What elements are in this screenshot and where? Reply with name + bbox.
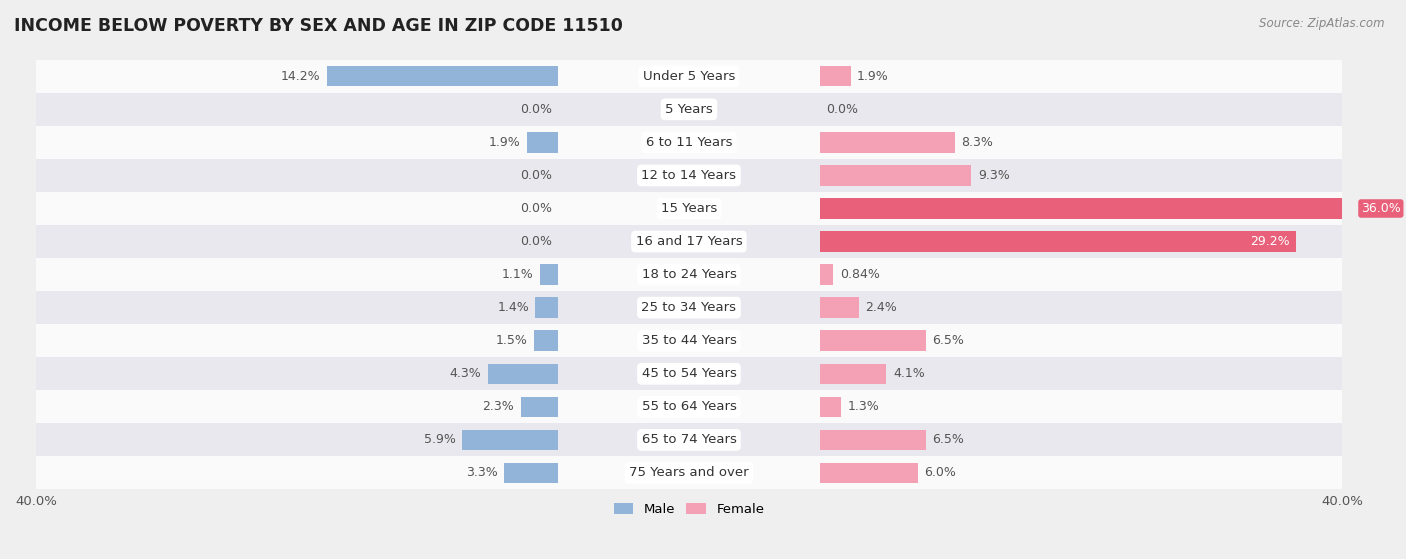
Text: 3.3%: 3.3%	[467, 466, 498, 480]
Text: 5.9%: 5.9%	[423, 433, 456, 447]
Bar	[820, 165, 972, 186]
Text: 2.4%: 2.4%	[865, 301, 897, 314]
Text: INCOME BELOW POVERTY BY SEX AND AGE IN ZIP CODE 11510: INCOME BELOW POVERTY BY SEX AND AGE IN Z…	[14, 17, 623, 35]
Bar	[820, 396, 841, 417]
Text: 6.5%: 6.5%	[932, 433, 965, 447]
Text: 6.5%: 6.5%	[932, 334, 965, 347]
Text: 75 Years and over: 75 Years and over	[628, 466, 749, 480]
Bar	[820, 463, 918, 483]
Bar	[820, 363, 887, 384]
Text: 55 to 64 Years: 55 to 64 Years	[641, 400, 737, 413]
Bar	[540, 264, 558, 285]
Bar	[37, 457, 1341, 490]
Text: 65 to 74 Years: 65 to 74 Years	[641, 433, 737, 447]
Text: 1.4%: 1.4%	[498, 301, 529, 314]
Bar	[488, 363, 558, 384]
Text: 35 to 44 Years: 35 to 44 Years	[641, 334, 737, 347]
Text: Source: ZipAtlas.com: Source: ZipAtlas.com	[1260, 17, 1385, 30]
Text: 0.0%: 0.0%	[827, 103, 858, 116]
Bar	[37, 93, 1341, 126]
Bar	[37, 357, 1341, 390]
Bar	[37, 258, 1341, 291]
Bar	[820, 430, 925, 450]
Bar	[820, 231, 1296, 252]
Text: 2.3%: 2.3%	[482, 400, 515, 413]
Text: 45 to 54 Years: 45 to 54 Years	[641, 367, 737, 380]
Text: 0.0%: 0.0%	[520, 103, 551, 116]
Text: 25 to 34 Years: 25 to 34 Years	[641, 301, 737, 314]
Text: 4.3%: 4.3%	[450, 367, 482, 380]
Bar	[37, 291, 1341, 324]
Text: 29.2%: 29.2%	[1250, 235, 1289, 248]
Bar	[37, 159, 1341, 192]
Bar	[37, 126, 1341, 159]
Text: 12 to 14 Years: 12 to 14 Years	[641, 169, 737, 182]
Bar	[37, 423, 1341, 457]
Bar	[37, 390, 1341, 423]
Bar	[820, 132, 955, 153]
Text: 6.0%: 6.0%	[924, 466, 956, 480]
Text: 6 to 11 Years: 6 to 11 Years	[645, 136, 733, 149]
Text: 1.1%: 1.1%	[502, 268, 534, 281]
Bar	[505, 463, 558, 483]
Text: 0.0%: 0.0%	[520, 202, 551, 215]
Text: 16 and 17 Years: 16 and 17 Years	[636, 235, 742, 248]
Bar	[37, 324, 1341, 357]
Bar	[37, 60, 1341, 93]
Text: 14.2%: 14.2%	[280, 70, 321, 83]
Bar	[536, 297, 558, 318]
Text: 4.1%: 4.1%	[893, 367, 925, 380]
Bar	[820, 297, 859, 318]
Bar	[463, 430, 558, 450]
Text: 1.3%: 1.3%	[848, 400, 879, 413]
Text: Under 5 Years: Under 5 Years	[643, 70, 735, 83]
Legend: Male, Female: Male, Female	[609, 498, 769, 522]
Text: 1.9%: 1.9%	[489, 136, 520, 149]
Text: 0.0%: 0.0%	[520, 169, 551, 182]
Text: 0.0%: 0.0%	[520, 235, 551, 248]
Text: 1.5%: 1.5%	[495, 334, 527, 347]
Bar	[37, 192, 1341, 225]
Text: 18 to 24 Years: 18 to 24 Years	[641, 268, 737, 281]
Text: 36.0%: 36.0%	[1361, 202, 1400, 215]
Text: 5 Years: 5 Years	[665, 103, 713, 116]
Text: 9.3%: 9.3%	[979, 169, 1010, 182]
Text: 15 Years: 15 Years	[661, 202, 717, 215]
Text: 1.9%: 1.9%	[858, 70, 889, 83]
Bar	[820, 330, 925, 351]
Bar	[527, 132, 558, 153]
Bar	[520, 396, 558, 417]
Bar	[820, 66, 851, 87]
Text: 0.84%: 0.84%	[839, 268, 880, 281]
Text: 8.3%: 8.3%	[962, 136, 994, 149]
Bar	[820, 264, 834, 285]
Bar	[534, 330, 558, 351]
Bar	[37, 225, 1341, 258]
Bar	[820, 198, 1406, 219]
Bar	[326, 66, 558, 87]
